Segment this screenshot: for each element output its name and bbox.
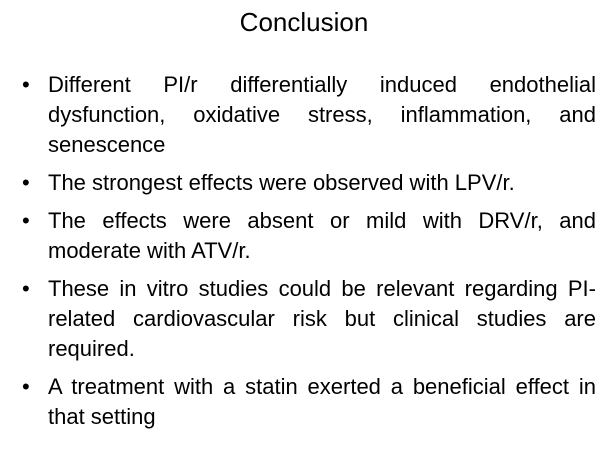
- bullet-marker: •: [22, 72, 30, 97]
- bullet-text: A treatment with a statin exerted a bene…: [48, 374, 596, 429]
- bullet-list: • Different PI/r differentially induced e…: [22, 70, 596, 440]
- bullet-marker: •: [22, 208, 30, 233]
- slide-title: Conclusion: [239, 7, 369, 37]
- bullet-item: • A treatment with a statin exerted a ben…: [22, 372, 596, 432]
- bullet-item: • The effects were absent or mild with DR…: [22, 206, 596, 266]
- bullet-text: These in vitro studies could be relevant…: [48, 276, 596, 361]
- bullet-marker: •: [22, 276, 30, 301]
- bullet-item: • Different PI/r differentially induced e…: [22, 70, 596, 160]
- bullet-text: Different PI/r differentially induced en…: [48, 72, 596, 157]
- bullet-text: The strongest effects were observed with…: [48, 170, 515, 195]
- bullet-item: • The strongest effects were observed wit…: [22, 168, 596, 198]
- bullet-marker: •: [22, 170, 30, 195]
- bullet-text: The effects were absent or mild with DRV…: [48, 208, 596, 263]
- bullet-item: • These in vitro studies could be relevan…: [22, 274, 596, 364]
- bullet-marker: •: [22, 374, 30, 399]
